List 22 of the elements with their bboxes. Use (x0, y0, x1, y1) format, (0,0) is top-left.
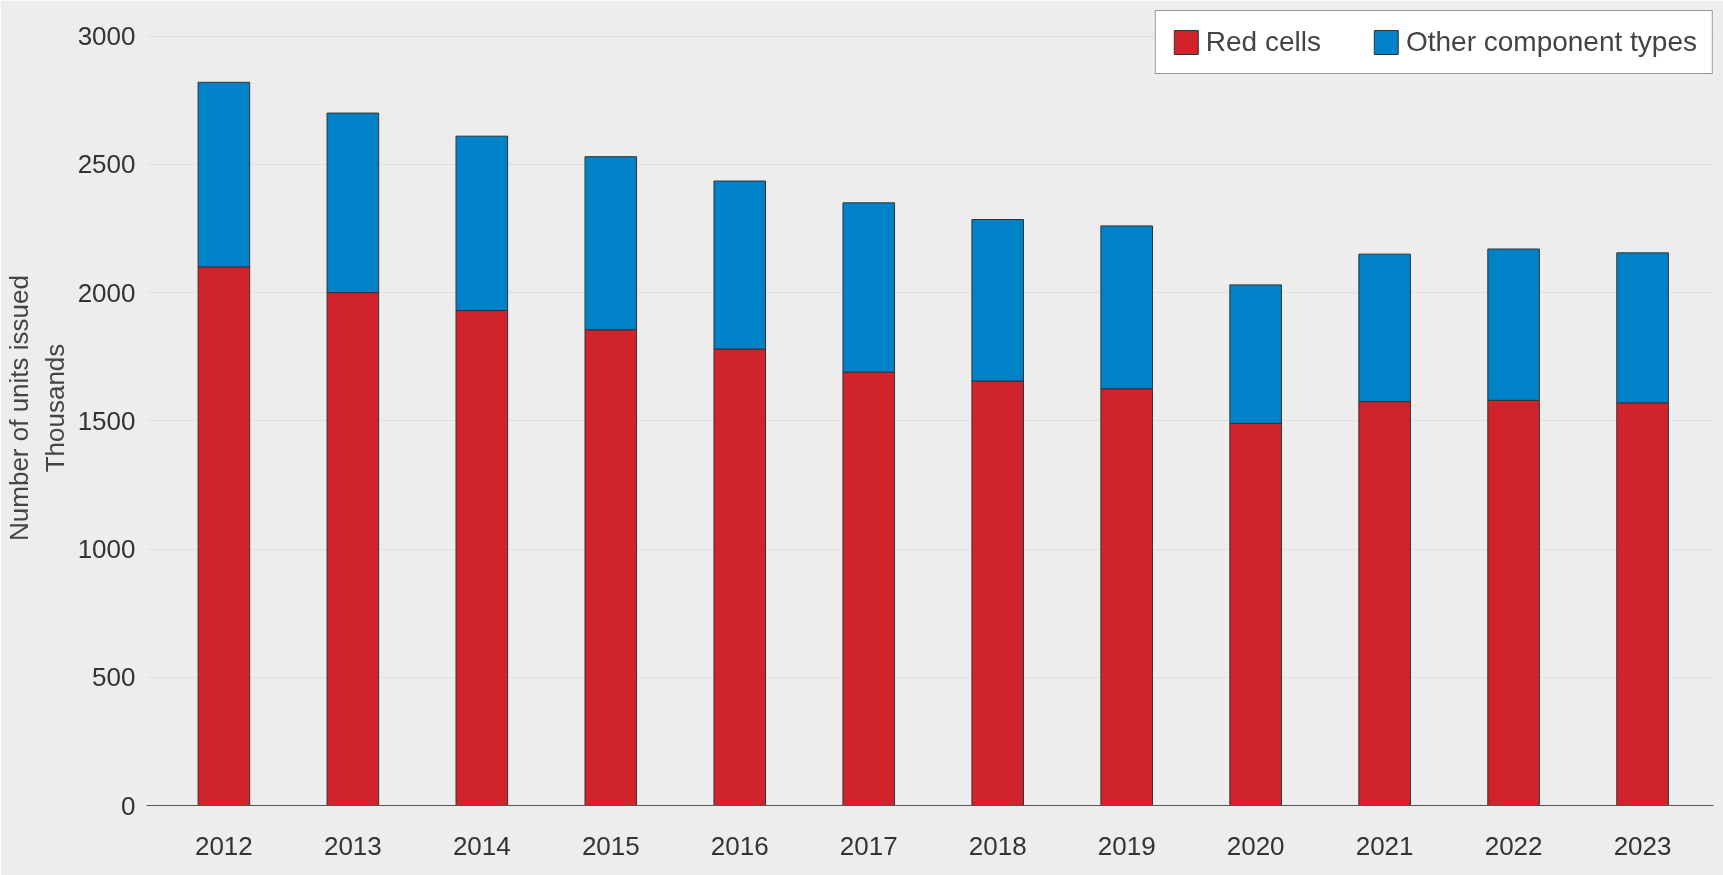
y-tick-label: 3000 (77, 21, 136, 52)
x-tick-label: 2020 (1226, 830, 1285, 861)
x-tick-label: 2022 (1484, 830, 1543, 861)
x-tick-label: 2013 (323, 830, 382, 861)
y-tick-label: 2000 (77, 277, 136, 308)
x-tick-label: 2023 (1613, 830, 1672, 861)
y-axis-title: Number of units issued Thousands (3, 275, 70, 541)
x-tick-label: 2012 (194, 830, 253, 861)
y-tick-label: 1500 (77, 405, 136, 436)
y-tick-label: 1000 (77, 534, 136, 565)
x-tick-label: 2017 (839, 830, 898, 861)
x-tick-label: 2014 (452, 830, 511, 861)
x-tick-label: 2021 (1355, 830, 1414, 861)
legend-label: Red cells (1205, 26, 1321, 58)
x-tick-label: 2016 (710, 830, 769, 861)
y-tick-label: 0 (121, 790, 136, 821)
x-tick-label: 2019 (1097, 830, 1156, 861)
legend-label: Other component types (1405, 26, 1697, 58)
y-tick-label: 2500 (77, 149, 136, 180)
x-tick-label: 2018 (968, 830, 1027, 861)
y-tick-label: 500 (92, 662, 136, 693)
x-tick-label: 2015 (581, 830, 640, 861)
